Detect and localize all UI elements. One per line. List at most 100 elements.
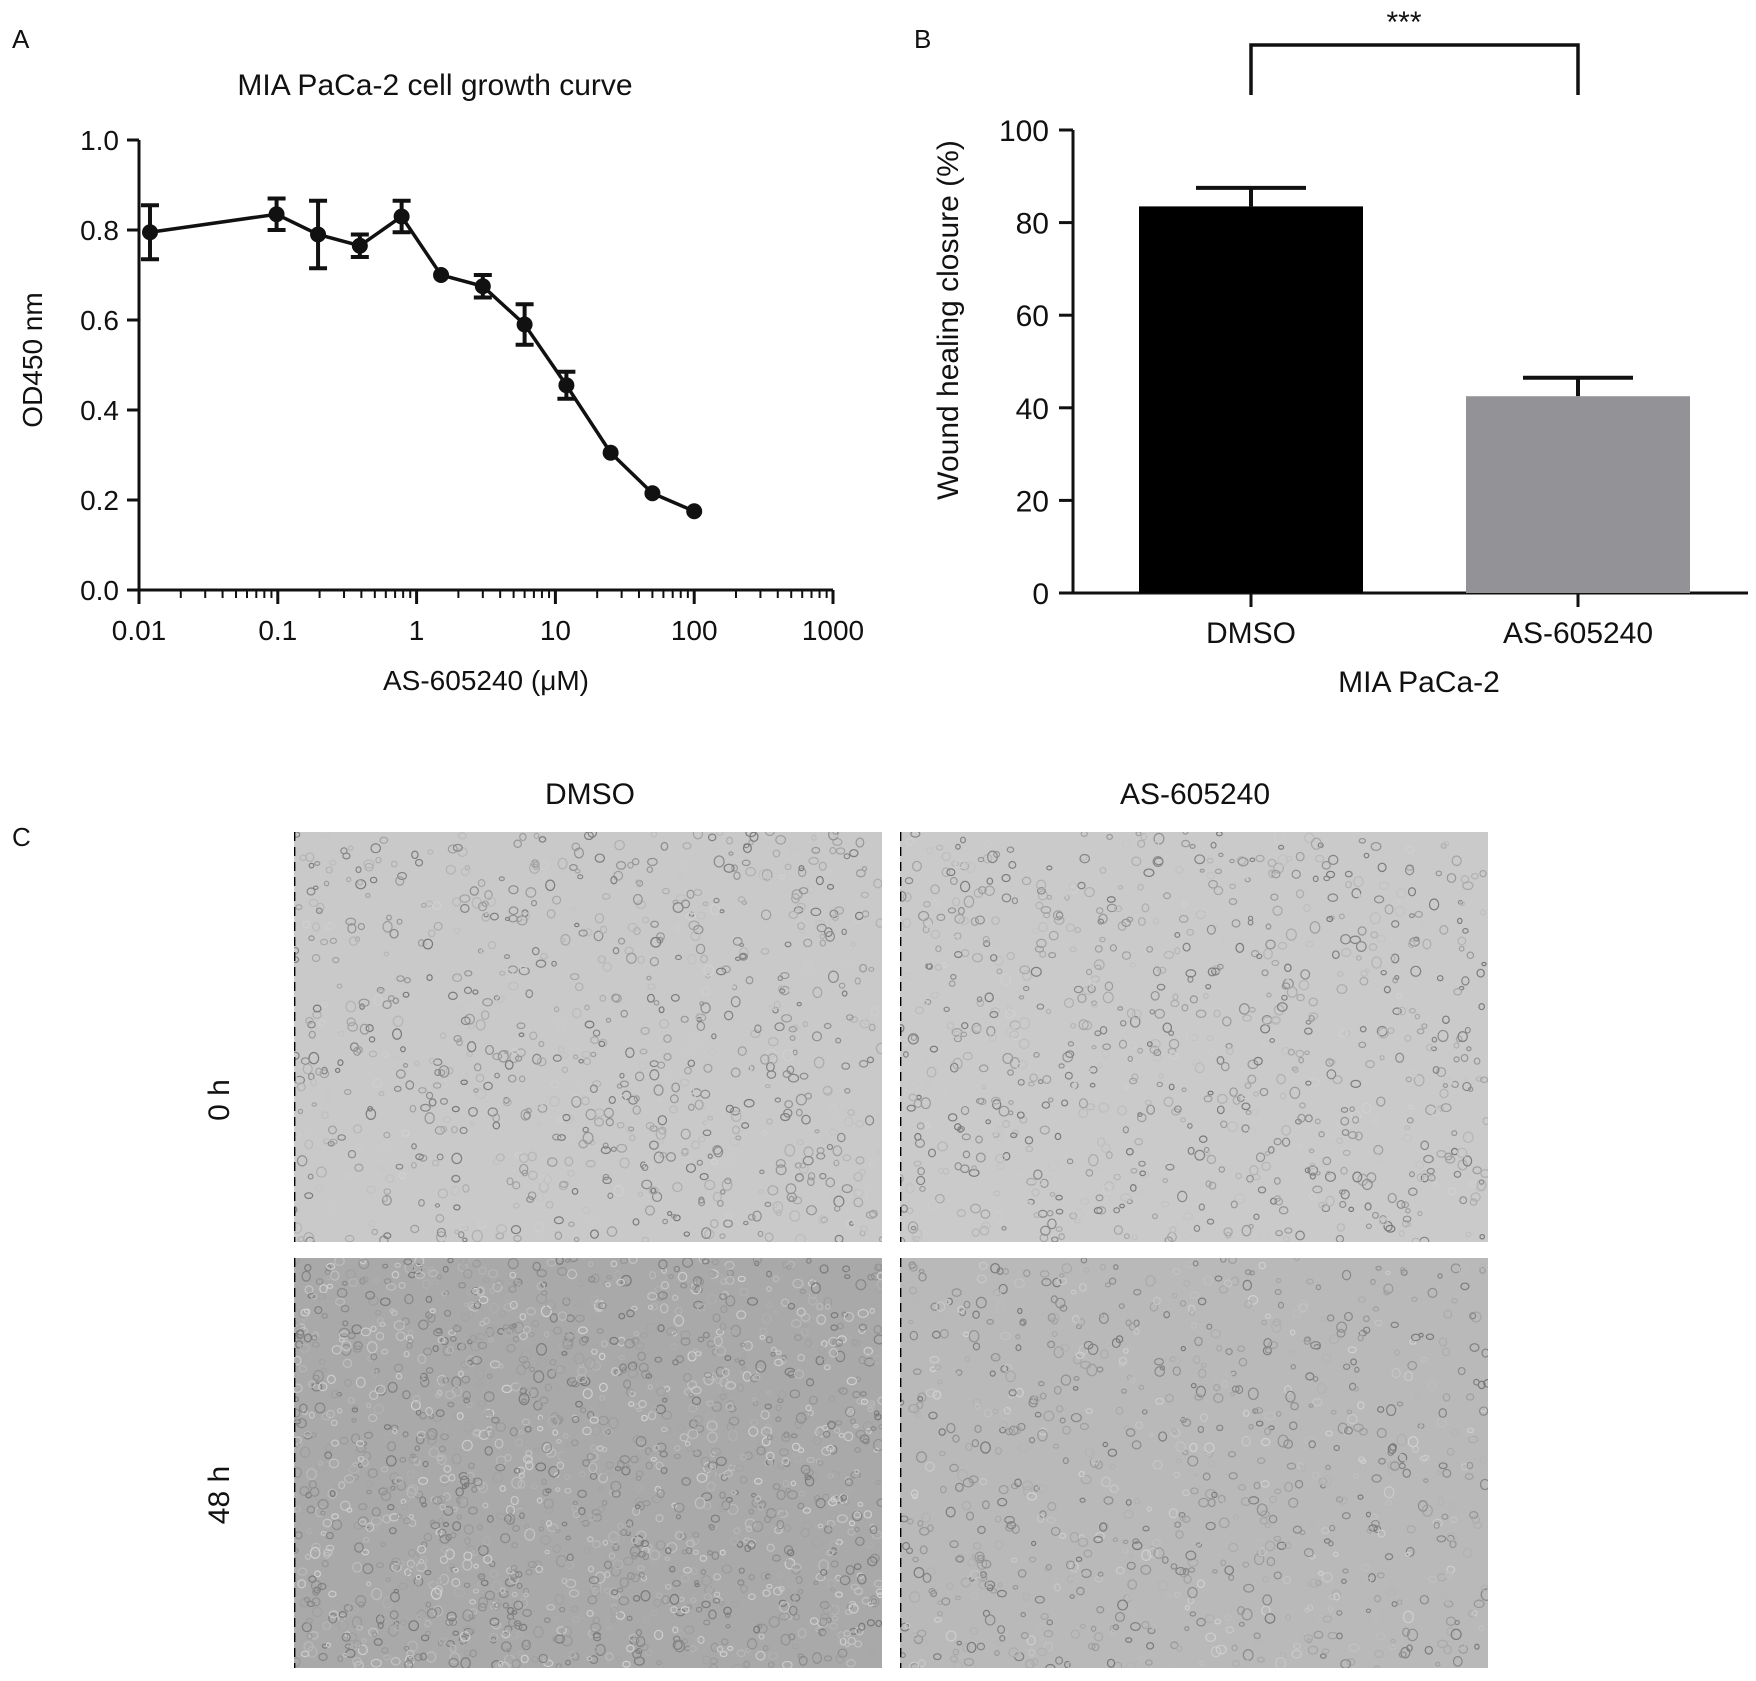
cell xyxy=(946,868,956,877)
cell xyxy=(989,954,998,962)
cell xyxy=(1066,1158,1074,1165)
cell xyxy=(541,872,548,880)
cell xyxy=(646,866,654,873)
cell xyxy=(1330,1409,1337,1415)
cell xyxy=(428,1266,435,1273)
cell xyxy=(581,1519,590,1527)
cell xyxy=(545,1201,554,1209)
cell xyxy=(719,1322,727,1331)
cell xyxy=(550,1080,560,1089)
cell xyxy=(1038,921,1048,933)
cell xyxy=(296,1329,305,1336)
cell xyxy=(1181,1231,1191,1241)
cell xyxy=(583,832,594,841)
cell xyxy=(403,1517,411,1525)
cell xyxy=(858,1395,864,1401)
cell xyxy=(390,860,398,868)
cell xyxy=(661,887,670,895)
cell xyxy=(853,1563,862,1570)
cell xyxy=(1152,856,1164,867)
cell xyxy=(1272,905,1283,916)
cell xyxy=(988,1033,997,1042)
cell xyxy=(773,1310,780,1316)
cell xyxy=(1048,930,1059,941)
cell xyxy=(515,1438,523,1447)
cell xyxy=(1033,1051,1040,1058)
cell xyxy=(731,864,739,872)
cell xyxy=(1051,1576,1058,1583)
cell xyxy=(1479,1266,1486,1274)
cell xyxy=(549,1382,560,1393)
cell xyxy=(1205,1521,1216,1531)
cell xyxy=(552,1636,558,1643)
cell xyxy=(552,1133,562,1141)
cell xyxy=(1257,1186,1267,1194)
cell xyxy=(1095,907,1104,915)
cell xyxy=(308,1631,319,1640)
cell xyxy=(370,1353,378,1361)
cell xyxy=(1350,1110,1362,1121)
cell xyxy=(725,1104,735,1113)
cell xyxy=(1469,1198,1478,1206)
cell xyxy=(1350,1079,1362,1088)
cell xyxy=(766,1270,773,1278)
cell xyxy=(467,1339,473,1345)
cell xyxy=(1048,952,1057,959)
cell xyxy=(459,1258,468,1265)
cell xyxy=(1062,1425,1071,1435)
cell xyxy=(1055,1405,1064,1413)
cell xyxy=(1121,951,1132,960)
cell xyxy=(1248,1423,1254,1430)
cell xyxy=(1242,1409,1250,1417)
cell xyxy=(1266,992,1272,998)
cell xyxy=(402,1390,411,1400)
cell xyxy=(982,935,990,944)
cell xyxy=(1174,1591,1181,1598)
cell xyxy=(645,1461,653,1470)
cell xyxy=(1099,866,1107,874)
cell xyxy=(1194,1336,1203,1347)
cell xyxy=(641,1414,648,1422)
cell xyxy=(1437,1496,1445,1506)
cell-field xyxy=(900,832,1488,1242)
cell xyxy=(1113,1207,1121,1214)
cell xyxy=(1244,1082,1252,1089)
cell xyxy=(1182,1515,1191,1523)
cell xyxy=(759,1169,765,1175)
cell xyxy=(476,1524,483,1531)
cell xyxy=(1344,1426,1353,1435)
cell xyxy=(1241,1102,1251,1111)
cell xyxy=(909,1591,921,1603)
cell xyxy=(1074,1193,1086,1207)
cell xyxy=(818,1559,829,1572)
cell xyxy=(650,1456,657,1462)
cell xyxy=(1261,1319,1268,1326)
cell xyxy=(1098,1522,1108,1532)
cell xyxy=(1326,1170,1332,1175)
cell xyxy=(835,1037,842,1044)
cell xyxy=(504,1453,512,1462)
cell xyxy=(590,1295,600,1304)
cell xyxy=(741,1366,747,1372)
cell xyxy=(466,1355,477,1367)
cell xyxy=(1478,1179,1485,1185)
cell xyxy=(583,1546,591,1554)
cell xyxy=(430,1496,438,1503)
cell xyxy=(867,1579,875,1588)
cell xyxy=(1216,1056,1225,1065)
cell xyxy=(681,1050,692,1063)
cell xyxy=(1127,1041,1137,1050)
cell xyxy=(342,1652,348,1658)
cell xyxy=(775,1350,782,1355)
cell xyxy=(949,1655,958,1663)
cell xyxy=(1022,1480,1034,1491)
cell xyxy=(598,1486,604,1492)
cell xyxy=(1396,888,1407,899)
cell xyxy=(720,1266,730,1276)
cell xyxy=(640,1026,650,1035)
cell xyxy=(1256,1457,1266,1465)
cell xyxy=(797,1353,806,1362)
cell xyxy=(1017,1307,1023,1315)
cell xyxy=(457,1370,464,1378)
cell xyxy=(423,1615,435,1627)
